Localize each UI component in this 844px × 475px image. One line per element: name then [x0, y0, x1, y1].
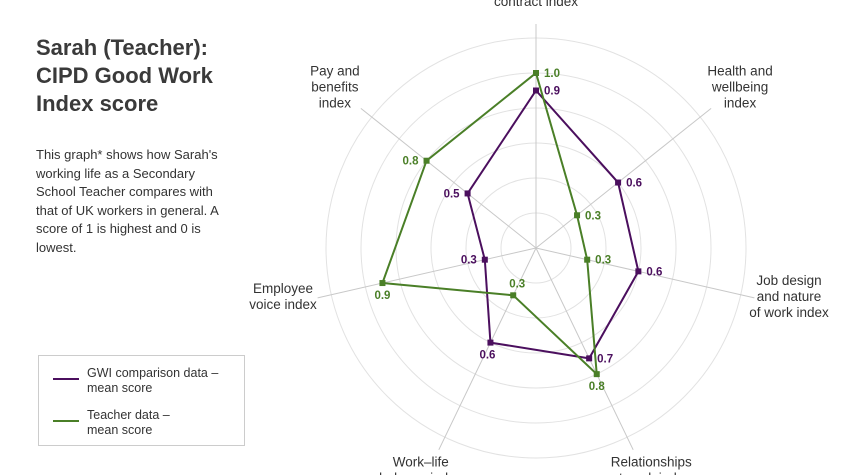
data-point: [533, 87, 539, 94]
data-label: 0.8: [403, 156, 420, 168]
legend-swatch-gwi: [53, 378, 79, 380]
axis-line: [535, 247, 755, 299]
data-label: 1.0: [544, 68, 560, 80]
legend-label-gwi: GWI comparison data – mean score: [87, 366, 219, 395]
axis-line: [360, 107, 537, 249]
axis-label: Pay and benefits index: [310, 64, 360, 111]
data-label: 0.7: [597, 353, 613, 365]
axis-line: [535, 247, 634, 451]
legend-swatch-teacher: [53, 420, 79, 422]
data-point: [487, 339, 494, 346]
data-label: 0.5: [444, 188, 461, 200]
data-label: 0.3: [595, 255, 611, 267]
data-point: [593, 371, 600, 378]
axis-line: [438, 247, 537, 451]
data-label: 0.3: [461, 255, 477, 267]
data-point: [584, 256, 591, 263]
data-label: 0.8: [589, 381, 606, 393]
axis-label: Job design and nature of work index: [749, 273, 829, 320]
data-label: 0.9: [374, 290, 390, 302]
legend-label-teacher: Teacher data – mean score: [87, 408, 170, 437]
data-point: [379, 280, 386, 287]
data-point: [574, 212, 581, 219]
data-point: [423, 157, 430, 164]
axis-label: Employmentcontract index: [494, 0, 578, 9]
axis-line: [535, 107, 712, 249]
data-label: 0.6: [646, 266, 662, 278]
data-label: 0.9: [544, 86, 560, 98]
axis-label: Employee voice index: [249, 281, 317, 312]
axis-label: Relationshipsat work index: [611, 454, 692, 475]
data-point: [586, 355, 593, 362]
axis-line: [317, 247, 537, 299]
legend-item-teacher: Teacher data – mean score: [53, 408, 197, 438]
data-point: [533, 70, 539, 76]
data-label: 0.6: [479, 350, 495, 362]
legend-item-gwi: GWI comparison data – mean score: [53, 366, 227, 396]
data-label: 0.6: [626, 178, 642, 190]
data-point: [510, 292, 517, 299]
data-point: [615, 179, 622, 186]
data-point: [481, 256, 488, 263]
series-line-1: [381, 71, 598, 377]
legend: GWI comparison data – mean score Teacher…: [38, 355, 245, 446]
data-point: [464, 190, 471, 197]
chart-description: This graph* shows how Sarah's working li…: [36, 147, 219, 255]
data-point: [635, 268, 642, 275]
data-label: 0.3: [509, 278, 525, 290]
axis-label: Health and wellbeing index: [707, 64, 772, 111]
data-label: 0.3: [585, 210, 601, 222]
chart-title: Sarah (Teacher): CIPD Good Work Index sc…: [36, 35, 213, 116]
axis-label: Work–lifebalance index: [379, 454, 463, 475]
series-line-0: [466, 88, 640, 360]
